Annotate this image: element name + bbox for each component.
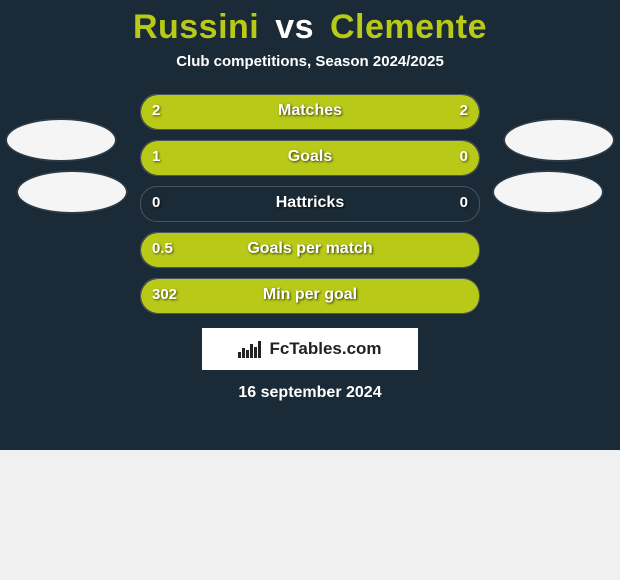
- left-value: 302: [152, 278, 177, 312]
- bar-track: [140, 186, 480, 222]
- left-value: 0.5: [152, 232, 173, 266]
- stat-row: 0.5Goals per match: [0, 232, 620, 266]
- bar-fill-left: [141, 233, 479, 267]
- subtitle: Club competitions, Season 2024/2025: [0, 53, 620, 70]
- left-value: 1: [152, 140, 160, 174]
- fctables-logo: FcTables.com: [202, 328, 418, 370]
- player1-name: Russini: [133, 8, 259, 46]
- stat-rows: 22Matches10Goals00Hattricks0.5Goals per …: [0, 94, 620, 312]
- left-value: 2: [152, 94, 160, 128]
- bar-chart-icon: [238, 341, 261, 358]
- title: Russini vs Clemente: [0, 8, 620, 47]
- bar-fill-left: [141, 95, 310, 129]
- player2-name: Clemente: [330, 8, 487, 46]
- stat-row: 10Goals: [0, 140, 620, 174]
- bar-track: [140, 140, 480, 176]
- stat-row: 22Matches: [0, 94, 620, 128]
- bar-fill-left: [141, 141, 401, 175]
- bar-track: [140, 232, 480, 268]
- date: 16 september 2024: [0, 384, 620, 402]
- logo-text-rest: Tables.com: [289, 339, 381, 358]
- header: Russini vs Clemente Club competitions, S…: [0, 0, 620, 70]
- right-value: 2: [460, 94, 468, 128]
- right-value: 0: [460, 140, 468, 174]
- logo-text-strong: Fc: [269, 339, 289, 358]
- stat-row: 302Min per goal: [0, 278, 620, 312]
- bar-track: [140, 278, 480, 314]
- vs-label: vs: [275, 8, 314, 46]
- right-value: 0: [460, 186, 468, 220]
- comparison-card: Russini vs Clemente Club competitions, S…: [0, 0, 620, 450]
- left-value: 0: [152, 186, 160, 220]
- bar-track: [140, 94, 480, 130]
- stat-row: 00Hattricks: [0, 186, 620, 220]
- logo-text: FcTables.com: [269, 339, 381, 359]
- bar-fill-right: [310, 95, 479, 129]
- bar-fill-left: [141, 279, 479, 313]
